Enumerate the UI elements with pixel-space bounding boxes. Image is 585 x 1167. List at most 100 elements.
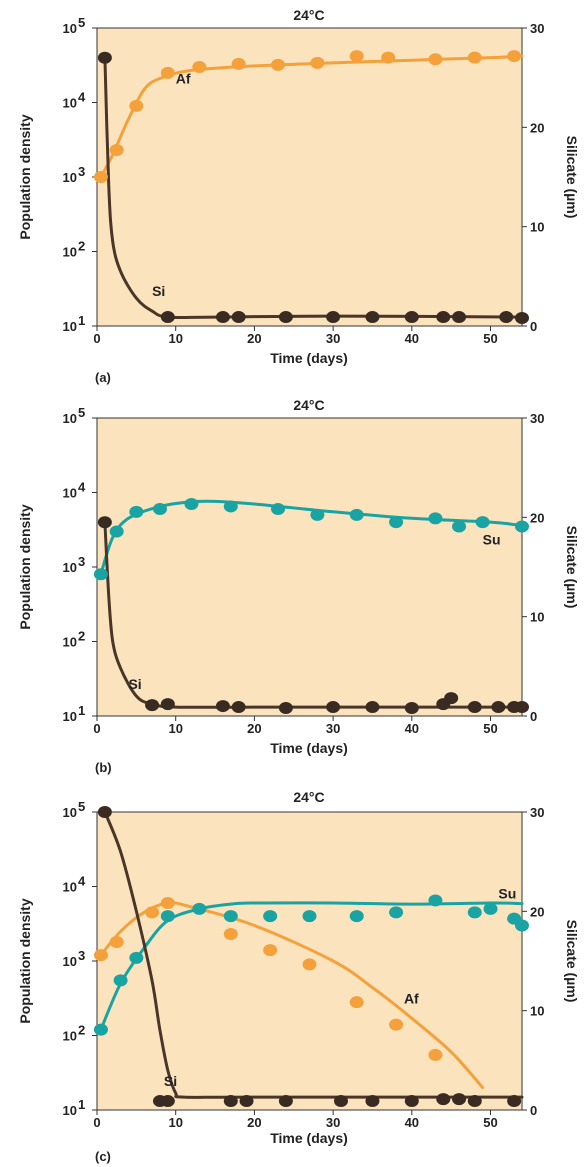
y-axis-label-left: Population density [17, 504, 33, 629]
data-point-af [263, 944, 278, 957]
data-point-si [404, 702, 419, 715]
data-point-si [444, 692, 459, 705]
data-point-su [515, 919, 529, 932]
series-label-su: Su [483, 532, 501, 548]
data-point-si [215, 700, 230, 713]
x-tick-label: 10 [168, 331, 182, 346]
panel-a: 24°C Population density Silicate (µm) Ti… [17, 7, 580, 385]
data-point-si [223, 1095, 238, 1108]
y-left-tick-label: 10 [63, 96, 77, 111]
data-point-su [223, 910, 238, 923]
x-tick-label: 40 [405, 331, 419, 346]
data-point-su [160, 910, 175, 923]
y-right-tick-label: 20 [530, 510, 544, 525]
panel-title: 24°C [293, 789, 324, 805]
data-point-si [326, 311, 341, 324]
data-point-af [93, 949, 108, 962]
data-point-si [499, 311, 514, 324]
data-point-si [160, 698, 175, 711]
x-tick-label: 30 [326, 721, 340, 736]
data-point-si [97, 516, 112, 529]
plot-area [96, 27, 523, 327]
series-points [93, 806, 529, 1108]
series-labels: Af Su Si [164, 886, 516, 1090]
data-point-si [436, 1093, 451, 1106]
series-labels: Su Si [128, 532, 500, 693]
data-point-si [231, 311, 246, 324]
x-tick-label: 40 [405, 1115, 419, 1130]
y-right-tick-label: 0 [530, 1103, 537, 1118]
y-left-tick-exponent: 2 [78, 629, 85, 644]
y-left-tick-exponent: 4 [78, 480, 86, 495]
data-point-si [404, 311, 419, 324]
panel-c: 24°C Population density Silicate (µm) Ti… [17, 789, 580, 1164]
data-point-su [93, 568, 108, 581]
panel-title: 24°C [293, 7, 324, 23]
data-point-su [152, 503, 167, 516]
data-point-si [278, 1095, 293, 1108]
data-point-su [263, 910, 278, 923]
panel-label: (b) [95, 760, 112, 775]
y-axis-label-right: Silicate (µm) [564, 136, 580, 219]
plot-area [96, 417, 523, 717]
data-point-si [215, 311, 230, 324]
data-point-su [349, 508, 364, 521]
data-point-su [452, 520, 467, 533]
data-point-af [381, 51, 396, 64]
y-left-tick-exponent: 3 [78, 164, 85, 179]
data-point-si [239, 1095, 254, 1108]
x-tick-label: 0 [93, 1115, 100, 1130]
y-right-tick-label: 10 [530, 220, 544, 235]
x-tick-label: 0 [93, 721, 100, 736]
data-point-af [160, 66, 175, 79]
y-left-tick-exponent: 1 [78, 1097, 85, 1112]
data-point-su [428, 894, 443, 907]
y-left-tick-label: 10 [63, 709, 77, 724]
data-point-si [333, 1095, 348, 1108]
y-right-tick-label: 0 [530, 709, 537, 724]
data-point-su [467, 906, 482, 919]
data-point-su [349, 910, 364, 923]
y-left-tick-label: 10 [63, 1029, 77, 1044]
data-point-af [310, 56, 325, 69]
x-tick-label: 50 [483, 331, 497, 346]
series-points [93, 498, 529, 715]
y-left-tick-label: 10 [63, 560, 77, 575]
series-label-af: Af [404, 990, 419, 1006]
data-point-si [278, 702, 293, 715]
y-right-tick-label: 0 [530, 319, 537, 334]
data-point-af [223, 928, 238, 941]
data-point-si [278, 311, 293, 324]
x-tick-label: 10 [168, 721, 182, 736]
panel-label: (c) [95, 1149, 111, 1164]
data-point-af [271, 58, 286, 71]
data-point-su [223, 500, 238, 513]
y-left-tick-label: 10 [63, 245, 77, 260]
data-point-su [428, 512, 443, 525]
y-left-tick-exponent: 5 [78, 799, 85, 814]
y-right-tick-label: 30 [530, 411, 544, 426]
data-point-su [192, 902, 207, 915]
data-point-si [145, 699, 160, 712]
data-point-si [467, 1095, 482, 1108]
data-point-si [491, 701, 506, 714]
data-point-si [365, 1095, 380, 1108]
x-tick-label: 20 [247, 1115, 261, 1130]
y-left-tick-exponent: 1 [78, 703, 85, 718]
data-point-si [160, 1095, 175, 1108]
x-tick-label: 50 [483, 721, 497, 736]
y-axis-label-left: Population density [17, 114, 33, 239]
y-left-tick-label: 10 [63, 635, 77, 650]
y-right-tick-label: 20 [530, 904, 544, 919]
data-point-af [428, 53, 443, 66]
y-right-tick-label: 10 [530, 610, 544, 625]
x-tick-label: 20 [247, 721, 261, 736]
x-axis-label: Time (days) [270, 740, 348, 756]
data-point-af [467, 51, 482, 64]
data-point-si [507, 1095, 522, 1108]
data-point-su [389, 906, 404, 919]
panel-label: (a) [95, 370, 111, 385]
